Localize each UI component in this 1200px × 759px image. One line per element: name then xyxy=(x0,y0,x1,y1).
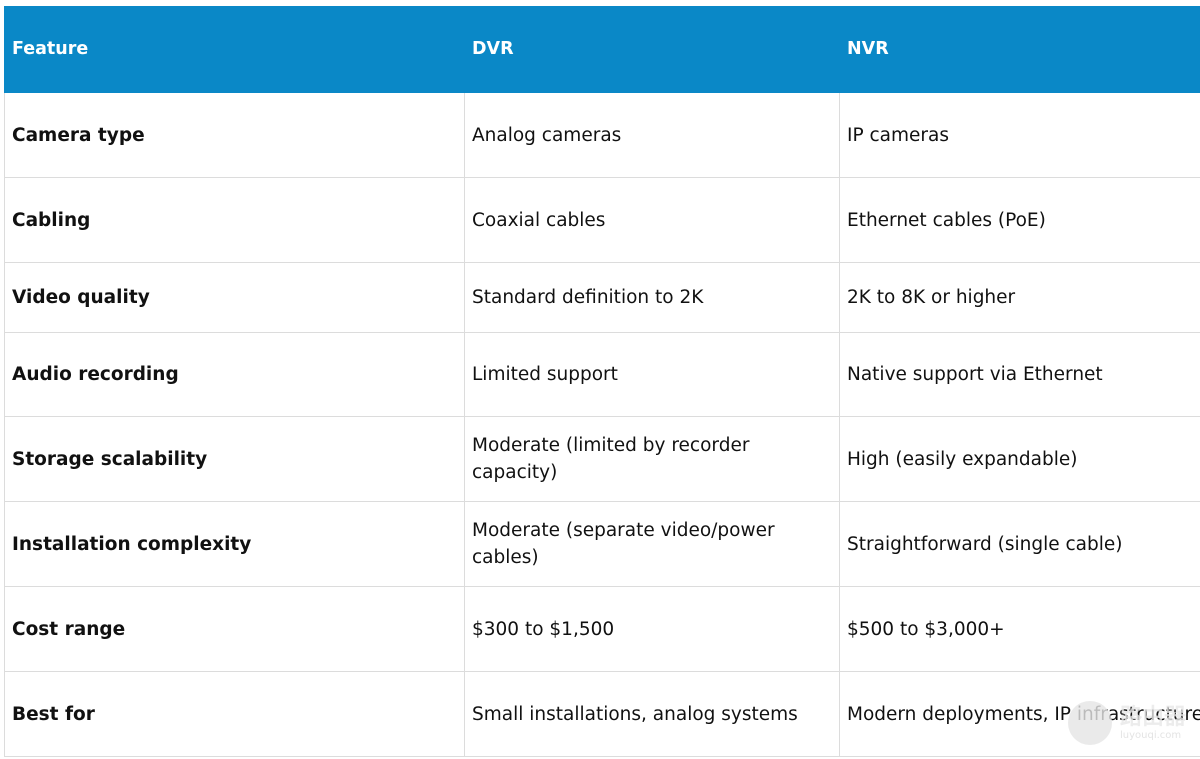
table-row: Video quality Standard definition to 2K 2K… xyxy=(4,262,1200,333)
watermark-text-box: 路由器 luyouqi.com xyxy=(1119,704,1186,741)
feature-cell: Cabling xyxy=(4,177,465,263)
value-cell: IP cameras xyxy=(839,92,1200,178)
table-row: Best for Small installations, analog syst… xyxy=(4,671,1200,757)
value-cell: Moderate (separate video/power cables) xyxy=(464,501,840,587)
header-cell: Feature xyxy=(4,6,465,93)
table-row: Installation complexity Moderate (separat… xyxy=(4,501,1200,587)
watermark: 路由器 luyouqi.com xyxy=(1067,701,1186,745)
feature-cell: Best for xyxy=(4,671,465,757)
value-cell: Straightforward (single cable) xyxy=(839,501,1200,587)
value-cell: Standard definition to 2K xyxy=(464,262,840,333)
feature-cell: Storage scalability xyxy=(4,416,465,502)
value-cell: Native support via Ethernet xyxy=(839,332,1200,417)
value-cell: $500 to $3,000+ xyxy=(839,586,1200,672)
table-row: Storage scalability Moderate (limited by … xyxy=(4,416,1200,502)
feature-cell: Camera type xyxy=(4,92,465,178)
feature-cell: Video quality xyxy=(4,262,465,333)
table-row: Camera type Analog cameras IP cameras xyxy=(4,92,1200,178)
header-cell: DVR xyxy=(464,6,840,93)
value-cell: Coaxial cables xyxy=(464,177,840,263)
table-body: Camera type Analog cameras IP cameras Cabli… xyxy=(4,92,1200,757)
table-row: Audio recording Limited support Native sup… xyxy=(4,332,1200,417)
table-row: Cost range $300 to $1,500 $500 to $3,000+ xyxy=(4,586,1200,672)
value-cell: Limited support xyxy=(464,332,840,417)
header-row: Feature DVR NVR xyxy=(4,6,1200,93)
feature-cell: Installation complexity xyxy=(4,501,465,587)
watermark-icon xyxy=(1067,701,1112,745)
feature-cell: Audio recording xyxy=(4,332,465,417)
value-cell: Analog cameras xyxy=(464,92,840,178)
watermark-url: luyouqi.com xyxy=(1119,729,1182,741)
value-cell: $300 to $1,500 xyxy=(464,586,840,672)
value-cell: 2K to 8K or higher xyxy=(839,262,1200,333)
feature-cell: Cost range xyxy=(4,586,465,672)
table-row: Cabling Coaxial cables Ethernet cables (Po… xyxy=(4,177,1200,263)
header-cell: NVR xyxy=(839,6,1200,93)
comparison-table: Feature DVR NVR Camera type Analog cameras I… xyxy=(4,6,1200,757)
watermark-text: 路由器 xyxy=(1119,704,1186,730)
value-cell: High (easily expandable) xyxy=(839,416,1200,502)
value-cell: Ethernet cables (PoE) xyxy=(839,177,1200,263)
value-cell: Moderate (limited by recorder capacity) xyxy=(464,416,840,502)
value-cell: Small installations, analog systems xyxy=(464,671,840,757)
